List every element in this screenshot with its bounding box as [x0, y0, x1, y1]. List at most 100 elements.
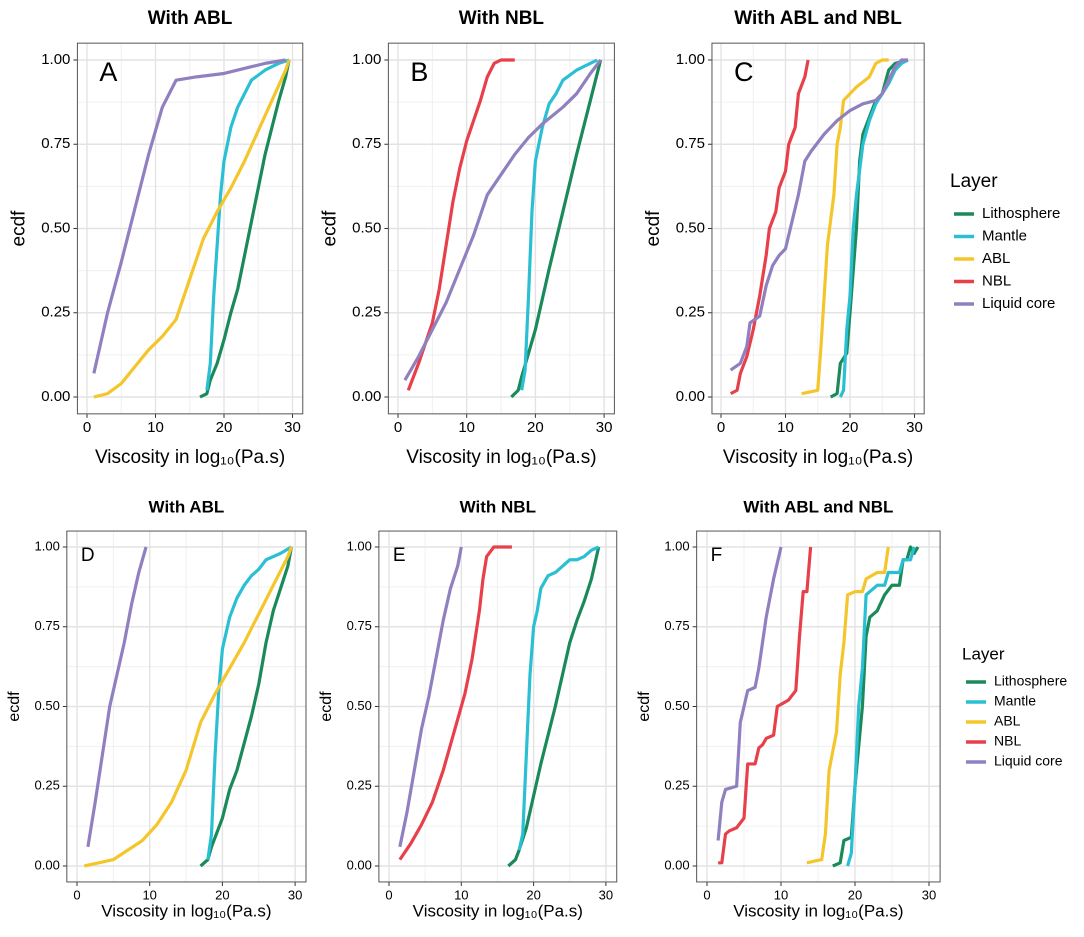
y-tick-label: 0.75 — [664, 618, 689, 633]
y-tick-label: 0.25 — [352, 304, 381, 321]
panel-label: B — [410, 57, 428, 87]
x-tick-label: 10 — [454, 887, 468, 902]
x-tick-label: 10 — [458, 419, 475, 436]
y-tick-label: 1.00 — [35, 538, 60, 553]
y-tick-label: 0.00 — [352, 388, 381, 405]
panel: 0.00 0.25 0.50 0.75 1.00 0 10 20 30 With ABL and … — [636, 497, 1068, 920]
y-tick-label: 1.00 — [41, 51, 70, 68]
y-tick-label: 0.00 — [41, 388, 70, 405]
series-line — [406, 58, 515, 391]
x-tick-label: 10 — [777, 419, 794, 436]
y-tick-label: 0.75 — [35, 618, 60, 633]
y-tick-label: 1.00 — [347, 538, 372, 553]
x-axis-label: Viscosity in log₁₀(Pa.s) — [413, 901, 583, 920]
x-tick-label: 30 — [599, 887, 613, 902]
series-line — [510, 59, 603, 399]
panel-title: With NBL — [459, 8, 545, 29]
y-axis-label: ecdf — [643, 210, 664, 247]
y-axis-label: ecdf — [6, 691, 23, 722]
panel-label: E — [393, 545, 406, 566]
panel: 0.00 0.25 0.50 0.75 1.00 0 10 20 30 With NBL E Visc… — [318, 497, 618, 920]
x-tick-label: 30 — [284, 419, 301, 436]
panel-label: F — [711, 545, 723, 566]
y-tick-label: 0.25 — [676, 304, 705, 321]
x-tick-label: 10 — [774, 887, 788, 902]
legend-label: Liquid core — [994, 753, 1063, 769]
panel-title: With NBL — [460, 497, 536, 516]
y-tick-label: 0.75 — [347, 618, 372, 633]
y-tick-label: 0.25 — [35, 778, 60, 793]
y-tick-label: 0.50 — [676, 219, 705, 236]
series-line — [93, 59, 291, 399]
y-tick-label: 1.00 — [676, 51, 705, 68]
series-line — [199, 59, 291, 399]
series-line — [205, 58, 290, 391]
x-tick-label: 20 — [842, 419, 859, 436]
x-tick-label: 20 — [848, 887, 862, 902]
y-tick-label: 0.00 — [664, 857, 689, 872]
y-tick-label: 0.00 — [35, 857, 60, 872]
x-tick-label: 20 — [527, 419, 544, 436]
y-tick-label: 0.25 — [664, 778, 689, 793]
legend-label: NBL — [994, 733, 1021, 749]
series-line — [846, 546, 916, 867]
panel-title: With ABL and NBL — [734, 8, 902, 29]
legend-label: Mantle — [982, 227, 1027, 244]
x-tick-label: 0 — [394, 419, 402, 436]
legend-title: Layer — [962, 644, 1005, 663]
panel: 0.00 0.25 0.50 0.75 1.00 0 10 20 30 With ABL D Visc… — [6, 497, 307, 920]
x-tick-label: 30 — [596, 419, 613, 436]
y-tick-label: 0.25 — [347, 778, 372, 793]
series-line — [398, 545, 512, 861]
x-axis-label: Viscosity in log₁₀(Pa.s) — [406, 447, 596, 468]
y-tick-label: 1.00 — [352, 51, 381, 68]
series-line — [92, 58, 286, 374]
plot-border — [76, 42, 304, 415]
legend-label: Liquid core — [982, 295, 1055, 312]
series-line — [520, 58, 598, 391]
series-line — [806, 546, 890, 865]
y-tick-label: 0.50 — [664, 698, 689, 713]
x-tick-label: 10 — [147, 419, 164, 436]
x-axis-label: Viscosity in log₁₀(Pa.s) — [101, 901, 271, 920]
series-line — [83, 546, 293, 868]
x-tick-label: 10 — [142, 887, 156, 902]
y-tick-label: 0.75 — [676, 135, 705, 152]
series-line — [718, 546, 813, 865]
panel-title: With ABL — [149, 497, 225, 516]
y-tick-label: 0.50 — [35, 698, 60, 713]
panel: 0.00 0.25 0.50 0.75 1.00 0 10 20 30 With ABL and … — [643, 8, 1060, 468]
legend-label: NBL — [982, 272, 1011, 289]
legend-label: Lithosphere — [982, 205, 1060, 222]
panel-label: A — [99, 57, 117, 87]
panel: 0.00 0.25 0.50 0.75 1.00 0 10 20 30 With NBL B Visc… — [319, 8, 615, 468]
legend-label: Lithosphere — [994, 673, 1067, 689]
x-axis-label: Viscosity in log₁₀(Pa.s) — [723, 447, 913, 468]
series-line — [86, 546, 148, 848]
series-line — [206, 545, 293, 860]
x-axis-label: Viscosity in log₁₀(Pa.s) — [95, 447, 285, 468]
y-tick-label: 1.00 — [664, 538, 689, 553]
plot-border — [387, 42, 615, 415]
x-tick-label: 20 — [215, 887, 229, 902]
plot-border — [711, 42, 925, 415]
series-line — [403, 59, 602, 381]
panel-title: With ABL — [148, 8, 233, 29]
x-tick-label: 20 — [526, 887, 540, 902]
series-line — [729, 58, 909, 372]
legend-label: Mantle — [994, 693, 1036, 709]
plot-border — [66, 530, 307, 883]
series-line — [517, 545, 600, 851]
y-tick-label: 0.75 — [41, 135, 70, 152]
x-tick-label: 0 — [717, 419, 725, 436]
panel-label: C — [734, 57, 754, 87]
y-tick-label: 0.00 — [676, 388, 705, 405]
series-line — [716, 546, 783, 841]
series-line — [398, 546, 463, 848]
y-axis-label: ecdf — [636, 691, 653, 722]
x-tick-label: 20 — [216, 419, 233, 436]
x-tick-label: 0 — [73, 887, 80, 902]
series-line — [729, 59, 810, 396]
x-tick-label: 0 — [703, 887, 710, 902]
plot-border — [378, 530, 618, 883]
